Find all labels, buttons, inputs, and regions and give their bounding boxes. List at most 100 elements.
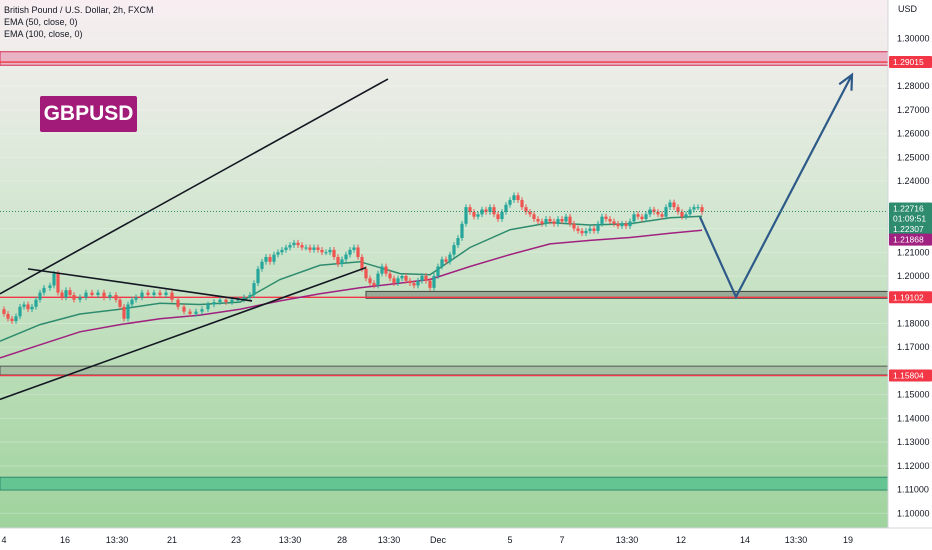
candle-body [188, 311, 192, 314]
time-tick-label: 13:30 [279, 535, 302, 545]
candle-body [432, 275, 436, 288]
price-tag-level [889, 56, 932, 69]
candle-body [10, 318, 14, 322]
candle-body [102, 292, 106, 298]
candle-body [252, 283, 256, 295]
candle-body [636, 214, 640, 217]
price-tick-label: 1.15000 [897, 390, 930, 400]
candle-body [134, 297, 138, 300]
candle-body [218, 299, 222, 303]
price-tick-label: 1.14000 [897, 413, 930, 423]
candle-body [596, 223, 600, 231]
candle-body [56, 273, 60, 293]
price-tick-label: 1.13000 [897, 437, 930, 447]
candle-body [556, 219, 560, 224]
price-tag-label: 1.22307 [893, 224, 924, 234]
candle-body [588, 228, 592, 231]
candle-body [484, 209, 488, 212]
candle-body [256, 268, 260, 284]
candle-body [42, 287, 46, 293]
candle-body [118, 299, 122, 307]
price-tick-label: 1.30000 [897, 34, 930, 44]
candle-body [26, 304, 30, 310]
price-tag-ema50 [889, 223, 932, 236]
candle-body [532, 214, 536, 220]
time-axis[interactable] [0, 528, 932, 550]
candle-body [212, 302, 216, 305]
candle-body [524, 207, 528, 212]
candle-body [30, 306, 34, 310]
candle-body [2, 309, 6, 314]
candle-body [592, 228, 596, 231]
candle-body [612, 221, 616, 224]
time-tick-label: 4 [1, 535, 6, 545]
time-tick-label: 19 [843, 535, 853, 545]
candle-body [684, 214, 688, 217]
ema50-legend[interactable]: EMA (50, close, 0) [4, 17, 78, 27]
candle-body [480, 209, 484, 215]
candle-body [500, 211, 504, 220]
candle-body [368, 278, 372, 284]
price-tick-label: 1.18000 [897, 318, 930, 328]
candle-body [388, 273, 392, 279]
price-tick-label: 1.17000 [897, 342, 930, 352]
candle-body [584, 230, 588, 234]
candle-body [296, 242, 300, 246]
ema100-legend[interactable]: EMA (100, close, 0) [4, 29, 83, 39]
price-zone [0, 51, 889, 66]
candle-body [392, 278, 396, 284]
candle-body [404, 275, 408, 281]
candle-body [576, 228, 580, 231]
candle-body [206, 304, 210, 310]
candle-body [336, 256, 340, 265]
candle-body [492, 207, 496, 215]
candle-body [324, 252, 328, 254]
candle-body [692, 207, 696, 210]
candle-body [416, 280, 420, 286]
time-tick-label: 13:30 [616, 535, 639, 545]
symbol-title[interactable]: British Pound / U.S. Dollar, 2h, FXCM [4, 5, 154, 15]
candle-body [90, 292, 94, 295]
candle-body [140, 292, 144, 298]
candle-body [276, 252, 280, 255]
lower-trendline [0, 266, 367, 401]
candle-body [268, 256, 272, 262]
candle-body [396, 278, 400, 284]
price-tick-label: 1.26000 [897, 129, 930, 139]
price-tick-label: 1.10000 [897, 508, 930, 518]
candle-body [640, 216, 644, 220]
candle-body [428, 280, 432, 288]
candle-body [604, 216, 608, 220]
price-tag-label: 1.19102 [893, 292, 924, 302]
time-tick-label: 14 [740, 535, 750, 545]
time-tick-label: 12 [676, 535, 686, 545]
candle-body [6, 313, 10, 319]
candle-body [332, 249, 336, 257]
candle-body [516, 195, 520, 201]
price-axis-ticks: 1.30000 1.28000 1.27000 1.26000 1.25000 1.240… [897, 34, 930, 519]
time-tick-label: Dec [430, 535, 447, 545]
price-tick-label: 1.28000 [897, 81, 930, 91]
candle-body [408, 280, 412, 284]
time-tick-label: 13:30 [785, 535, 808, 545]
candle-body [676, 207, 680, 212]
candle-body [14, 316, 18, 322]
candle-body [600, 216, 604, 224]
candle-body [170, 292, 174, 300]
candle-body [344, 254, 348, 260]
price-axis[interactable] [888, 0, 932, 550]
candle-body [164, 292, 168, 295]
price-tag-label: 1.15804 [893, 371, 924, 381]
candle-body [452, 245, 456, 255]
price-tag-ema100 [889, 233, 932, 246]
candle-body [700, 207, 704, 212]
candle-body [34, 299, 38, 307]
candle-body [360, 256, 364, 269]
candle-body [572, 223, 576, 229]
candle-body [280, 249, 284, 253]
candle-body [364, 268, 368, 279]
price-tick-label: 1.12000 [897, 461, 930, 471]
candle-body [224, 299, 228, 303]
symbol-watermark: GBPUSD [40, 96, 137, 132]
